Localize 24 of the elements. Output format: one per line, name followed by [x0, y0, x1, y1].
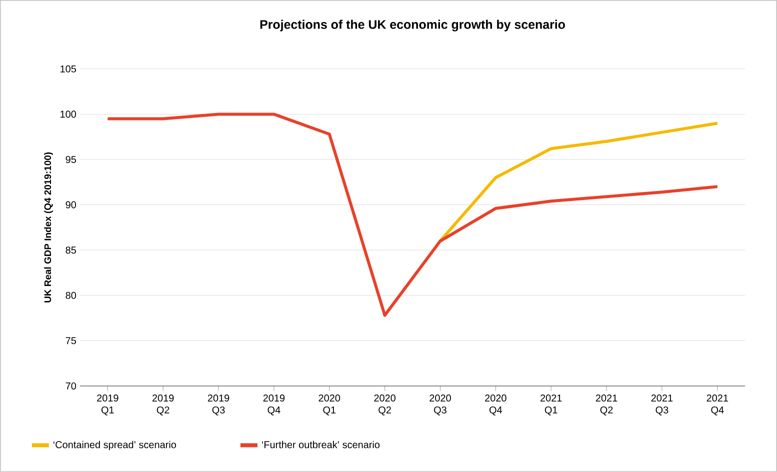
legend-label: ‘Contained spread’ scenario	[54, 440, 176, 450]
x-tick-label: 2020 Q2	[374, 394, 396, 416]
x-tick-label: 2020 Q4	[485, 394, 506, 416]
y-tick-label: 85	[66, 246, 76, 254]
y-tick-label: 75	[66, 337, 76, 344]
x-tick-label: 2021 Q2	[596, 394, 618, 416]
chart-title: Projections of the UK economic growth by scenario	[260, 20, 565, 32]
legend-label: ‘Further outbreak’ scenario	[262, 440, 380, 448]
y-tick-label: 95	[66, 156, 76, 164]
x-tick-label: 2019 Q3	[208, 394, 230, 416]
x-tick-label: 2021 Q3	[651, 394, 673, 416]
x-tick-label: 2020 Q3	[430, 394, 451, 416]
x-tick-label: 2021 Q1	[540, 394, 562, 416]
y-tick-label: 80	[66, 292, 76, 299]
x-tick-label: 2020 Q1	[318, 394, 340, 416]
y-tick-label: 90	[66, 201, 76, 208]
y-tick-label: 105	[60, 65, 76, 72]
x-tick-label: 2021 Q4	[706, 394, 728, 416]
y-axis-title: UK Real GDP Index (Q4 2019:100)	[44, 152, 53, 302]
x-tick-label: 2019 Q2	[152, 394, 174, 416]
x-tick-label: 2019 Q4	[263, 394, 285, 416]
y-tick-label: 100	[60, 110, 76, 118]
x-tick-label: 2019 Q1	[97, 394, 118, 416]
y-tick-label: 70	[66, 382, 76, 390]
